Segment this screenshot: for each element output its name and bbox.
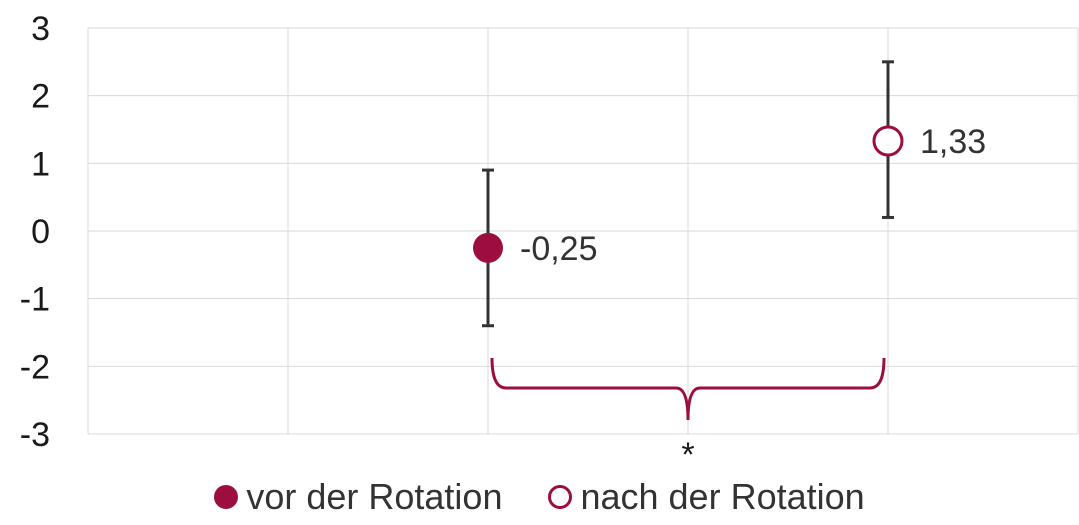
legend: vor der Rotation nach der Rotation [0,472,1079,522]
legend-label-nach: nach der Rotation [580,476,865,517]
y-tick-label: 0 [31,213,50,251]
y-tick-label: 2 [31,78,50,116]
significance-label: * [681,436,694,474]
series-layer: -0,25 1,33 [473,60,986,328]
data-label: 1,33 [920,123,986,161]
y-tick-label: -2 [20,348,50,386]
legend-label-vor: vor der Rotation [246,476,503,517]
significance-bracket: * [490,357,886,474]
series-2: 1,33 [872,60,986,219]
y-tick-label: -3 [20,416,50,454]
y-axis-ticks: 3 2 1 0 -1 -2 -3 [20,10,50,454]
series-1: -0,25 [473,168,598,328]
filled-circle-icon [214,485,239,509]
y-tick-label: -1 [20,281,50,319]
hollow-circle-icon [548,485,573,509]
data-point [872,125,904,157]
data-label: -0,25 [520,230,598,268]
y-tick-label: 1 [31,145,50,183]
legend-item-vor: vor der Rotation [214,479,502,515]
y-tick-label: 3 [31,10,50,48]
data-point [473,232,503,263]
legend-item-nach: nach der Rotation [548,476,865,517]
bracket-path [490,357,886,421]
